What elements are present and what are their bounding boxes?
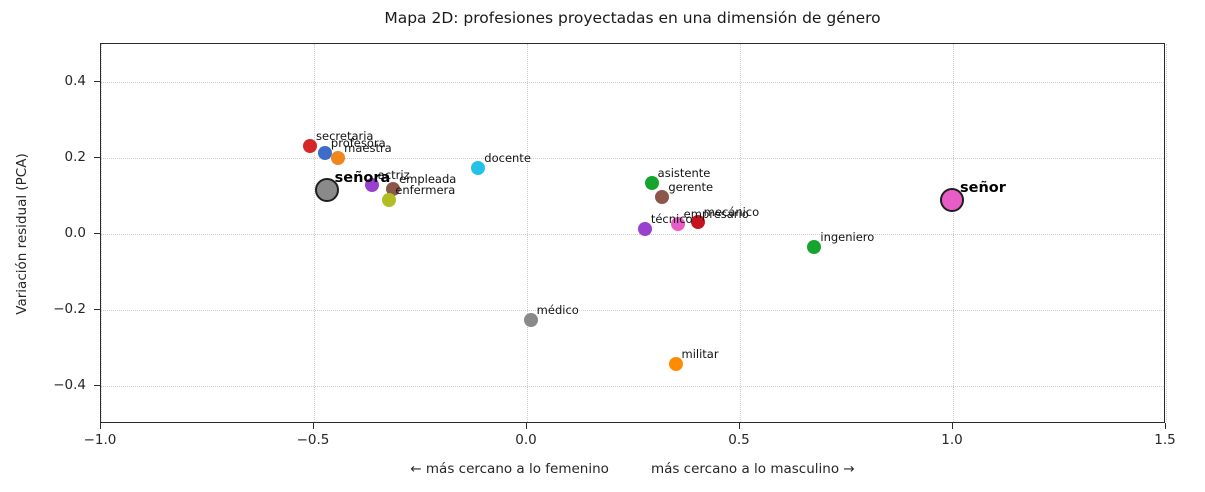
point-label-militar: militar xyxy=(681,346,719,361)
point-label-secretaria: secretaria xyxy=(316,129,374,144)
x-gridline xyxy=(314,44,315,422)
data-point-médico xyxy=(523,313,538,328)
y-tick-mark xyxy=(94,385,100,387)
x-axis-label-masculine: más cercano a lo masculino → xyxy=(650,461,855,477)
data-point-profesora xyxy=(317,146,332,161)
y-gridline xyxy=(101,386,1164,387)
y-gridline xyxy=(101,310,1164,311)
data-point-señor xyxy=(940,188,964,213)
x-gridline xyxy=(1166,44,1167,422)
data-point-técnico xyxy=(637,222,652,237)
x-gridline xyxy=(740,44,741,422)
x-tick-label: 0.0 xyxy=(515,432,537,448)
point-label-empleada: empleada xyxy=(399,172,457,187)
y-axis-label: Variación residual (PCA) xyxy=(14,153,30,315)
point-label-enfermera: enfermera xyxy=(395,182,456,197)
y-tick-label: −0.4 xyxy=(53,377,86,393)
point-label-profesora: profesora xyxy=(330,136,386,151)
point-label-docente: docente xyxy=(484,150,531,165)
y-tick-mark xyxy=(94,233,100,235)
x-tick-mark xyxy=(1165,423,1167,429)
x-axis-label-feminine: ← más cercano a lo femenino xyxy=(410,461,609,477)
y-tick-label: 0.2 xyxy=(64,149,86,165)
data-point-secretaria xyxy=(303,139,318,154)
point-label-empresario: empresario xyxy=(683,206,749,221)
point-label-mecánico: mecánico xyxy=(703,205,760,220)
data-point-ingeniero xyxy=(807,240,822,255)
data-point-actriz xyxy=(364,177,379,192)
y-tick-label: −0.2 xyxy=(53,301,86,317)
y-gridline xyxy=(101,234,1164,235)
x-tick-label: −1.0 xyxy=(83,432,117,448)
x-tick-label: 1.0 xyxy=(941,432,963,448)
point-label-asistente: asistente xyxy=(657,165,711,180)
x-tick-label: 1.5 xyxy=(1154,432,1176,448)
y-tick-label: 0.4 xyxy=(64,73,86,89)
data-point-empresario xyxy=(670,216,685,231)
data-point-enfermera xyxy=(382,192,397,207)
point-label-señora: señora xyxy=(334,170,391,187)
x-axis-label: ← más cercano a lo femenino más cercano … xyxy=(100,461,1165,477)
x-tick-mark xyxy=(526,423,528,429)
x-tick-mark xyxy=(952,423,954,429)
x-tick-mark xyxy=(739,423,741,429)
data-point-mecánico xyxy=(690,215,705,230)
point-label-señor: señor xyxy=(960,180,1006,197)
chart-title: Mapa 2D: profesiones proyectadas en una … xyxy=(384,9,881,27)
point-label-maestra: maestra xyxy=(344,141,392,156)
y-gridline xyxy=(101,82,1164,83)
x-gridline xyxy=(527,44,528,422)
data-point-docente xyxy=(471,160,486,175)
point-label-técnico: técnico xyxy=(650,212,693,227)
x-gridline xyxy=(101,44,102,422)
plot-area xyxy=(100,43,1167,423)
data-point-militar xyxy=(668,356,683,371)
x-tick-mark xyxy=(100,423,102,429)
x-gridline xyxy=(953,44,954,422)
x-tick-mark xyxy=(313,423,315,429)
x-tick-label: −0.5 xyxy=(296,432,330,448)
y-gridline xyxy=(101,158,1164,159)
x-tick-label: 0.5 xyxy=(728,432,750,448)
data-point-asistente xyxy=(644,175,659,190)
data-point-señora xyxy=(314,178,339,203)
point-label-médico: médico xyxy=(536,303,579,318)
y-tick-mark xyxy=(94,81,100,83)
y-tick-mark xyxy=(94,157,100,159)
point-label-gerente: gerente xyxy=(668,179,714,194)
y-tick-label: 0.0 xyxy=(64,225,86,241)
y-tick-mark xyxy=(94,309,100,311)
data-point-gerente xyxy=(655,189,670,204)
data-point-maestra xyxy=(331,151,346,166)
point-label-actriz: actriz xyxy=(377,167,410,182)
point-label-ingeniero: ingeniero xyxy=(820,229,875,244)
